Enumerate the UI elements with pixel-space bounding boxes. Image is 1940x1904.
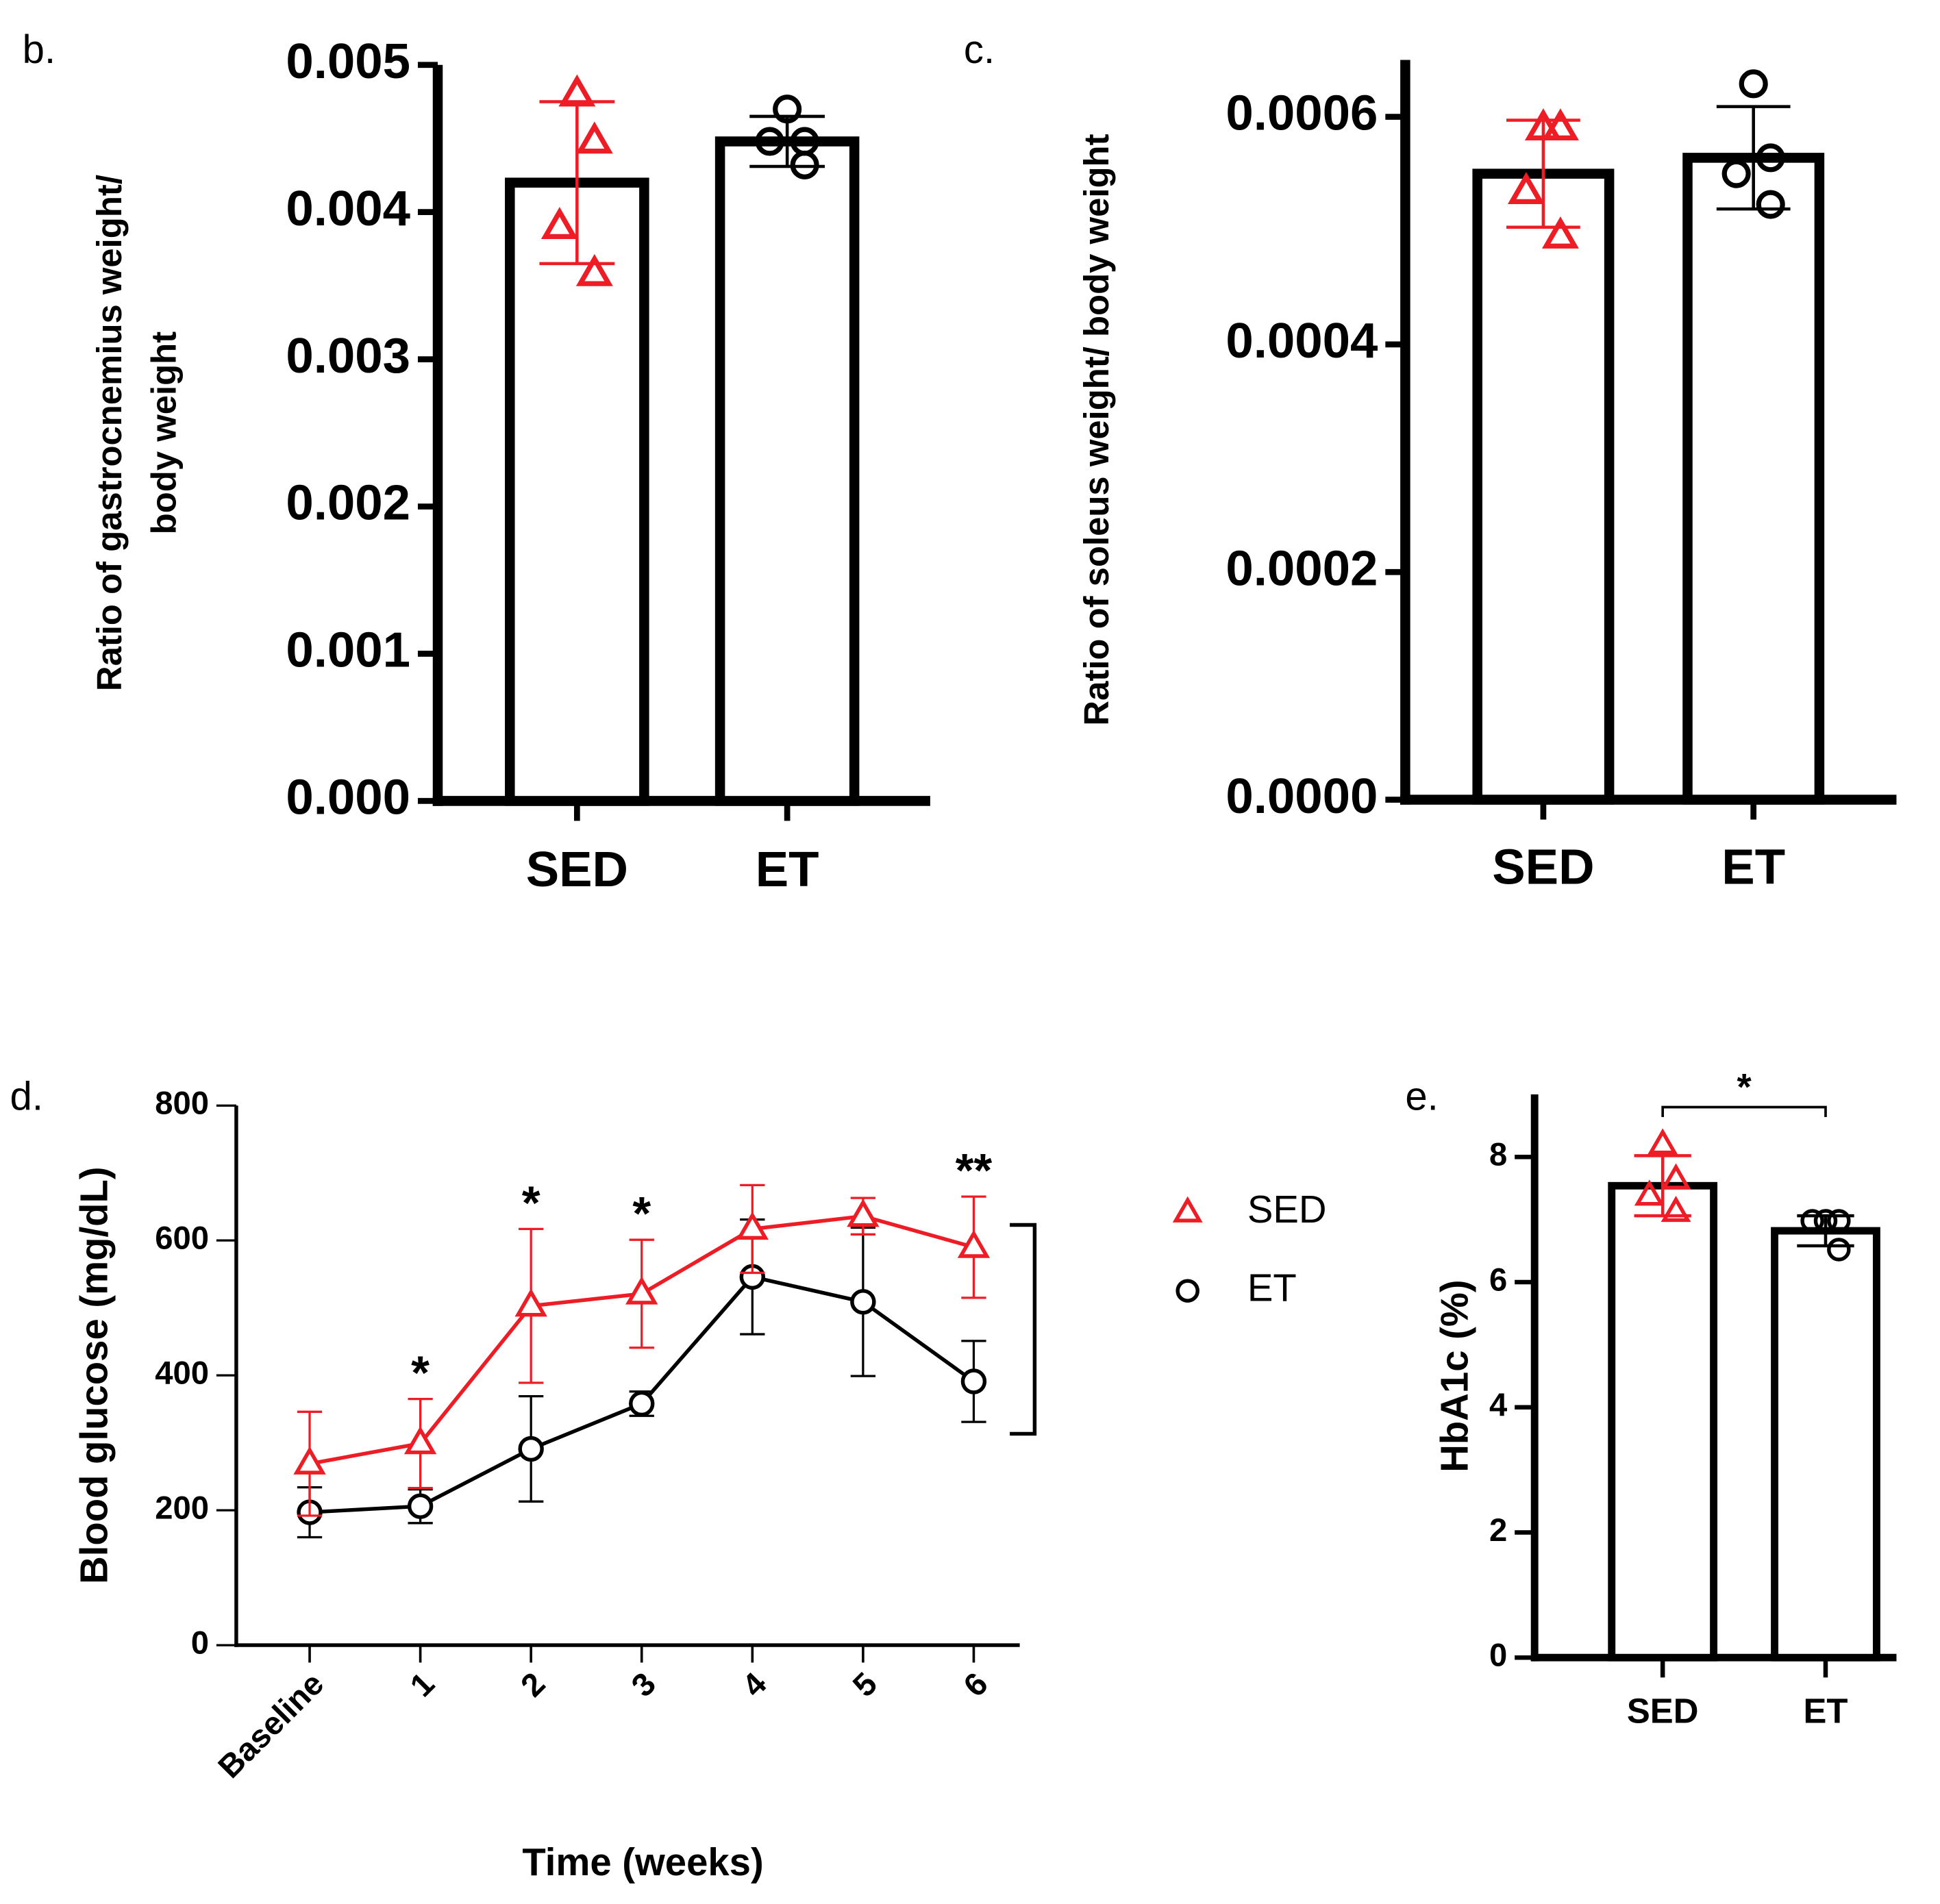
y-axis-label: Blood glucose (mg/dL) <box>72 1166 115 1584</box>
y-axis-label: Ratio of gastrocnemius weight/ <box>90 175 129 691</box>
marker-triangle <box>625 1276 658 1305</box>
bar <box>505 177 649 806</box>
bar <box>714 136 860 806</box>
y-tick-label: 8 <box>1489 1137 1507 1173</box>
bar <box>1608 1181 1718 1662</box>
y-tick-label: 0.001 <box>286 623 410 678</box>
error-bar <box>749 114 825 168</box>
marker-triangle <box>736 1212 769 1240</box>
x-tick-label: ET <box>1804 1691 1848 1730</box>
y-tick-label: 600 <box>155 1220 209 1257</box>
marker-triangle <box>1661 1196 1691 1223</box>
y-tick-label: 2 <box>1489 1512 1507 1549</box>
y-tick-label: 400 <box>155 1355 209 1392</box>
marker-circle <box>1756 190 1785 219</box>
significance-label: * <box>522 1177 540 1229</box>
y-tick-label: 0.005 <box>286 34 410 89</box>
panel-label: b. <box>23 27 55 72</box>
legend-label: SED <box>1247 1188 1327 1231</box>
marker-triangle <box>1634 1179 1665 1206</box>
error-bar <box>1716 105 1791 211</box>
y-tick-label: 800 <box>155 1086 209 1122</box>
marker-circle <box>1813 1209 1838 1233</box>
marker-triangle <box>1647 1128 1678 1155</box>
y-tick-label: 200 <box>155 1490 209 1527</box>
legend-marker <box>1172 1196 1203 1223</box>
marker-triangle <box>1541 108 1579 140</box>
y-tick-label: 0.0000 <box>1226 768 1378 824</box>
marker-triangle <box>293 1446 326 1475</box>
error-bar <box>1634 1154 1691 1218</box>
y-tick-label: 4 <box>1489 1387 1507 1423</box>
group-bracket <box>1010 1223 1037 1436</box>
marker-triangle <box>558 74 596 107</box>
legend-label: ET <box>1247 1266 1297 1310</box>
y-tick-label: 0.0002 <box>1226 540 1378 596</box>
marker-circle <box>1827 1238 1851 1262</box>
bar <box>1682 153 1825 805</box>
marker-circle <box>407 1493 434 1519</box>
marker-triangle <box>957 1229 991 1258</box>
marker-circle <box>960 1368 987 1394</box>
y-tick-label: 6 <box>1489 1262 1507 1298</box>
marker-circle <box>1756 143 1785 173</box>
y-tick-label: 0 <box>191 1625 209 1662</box>
x-tick-label: ET <box>1721 839 1785 894</box>
x-tick-label: SED <box>1492 839 1594 894</box>
marker-triangle <box>1507 172 1545 205</box>
marker-circle <box>773 95 802 124</box>
y-axis-label: body weight <box>145 331 184 535</box>
significance-label: * <box>632 1188 651 1240</box>
marker-triangle <box>540 207 578 239</box>
marker-triangle <box>1541 216 1579 249</box>
y-tick-label: 0.004 <box>286 181 410 236</box>
y-axis-label: HbA1c (%) <box>1432 1279 1476 1472</box>
bar <box>1472 168 1615 805</box>
marker-triangle <box>1524 108 1562 140</box>
marker-circle <box>1739 69 1768 99</box>
significance-bracket <box>1661 1105 1827 1118</box>
y-tick-label: 0.002 <box>286 475 410 531</box>
significance-label: * <box>1737 1066 1752 1107</box>
marker-triangle <box>575 253 613 286</box>
x-tick-label: SED <box>526 842 628 897</box>
y-axis-label: Ratio of soleus weight/ body weight <box>1077 134 1116 725</box>
marker-circle <box>1721 159 1751 188</box>
panel-label: d. <box>10 1074 43 1118</box>
marker-triangle <box>847 1199 880 1227</box>
panel-label: e. <box>1405 1074 1438 1118</box>
marker-triangle <box>403 1426 437 1455</box>
y-tick-label: 0.0004 <box>1226 313 1378 368</box>
y-tick-label: 0.0006 <box>1226 86 1378 141</box>
bar <box>1771 1227 1880 1662</box>
marker-circle <box>518 1436 544 1462</box>
x-tick-label: ET <box>756 842 819 897</box>
y-tick-label: 0 <box>1489 1638 1507 1674</box>
marker-triangle <box>1661 1163 1691 1190</box>
significance-label: ** <box>956 1144 993 1197</box>
panel-label: c. <box>964 27 995 72</box>
marker-circle <box>790 150 819 179</box>
marker-triangle <box>514 1288 547 1317</box>
y-tick-label: 0.003 <box>286 328 410 384</box>
marker-triangle <box>575 121 613 154</box>
x-axis-label: Time (weeks) <box>522 1840 763 1883</box>
marker-circle <box>850 1289 876 1315</box>
marker-circle <box>629 1390 655 1417</box>
significance-label: * <box>411 1346 430 1399</box>
y-tick-label: 0.000 <box>286 770 410 825</box>
legend-marker <box>1176 1279 1199 1303</box>
marker-circle <box>1827 1209 1851 1233</box>
marker-circle <box>1800 1209 1824 1233</box>
x-tick-label: SED <box>1627 1691 1699 1730</box>
marker-circle <box>755 127 784 156</box>
